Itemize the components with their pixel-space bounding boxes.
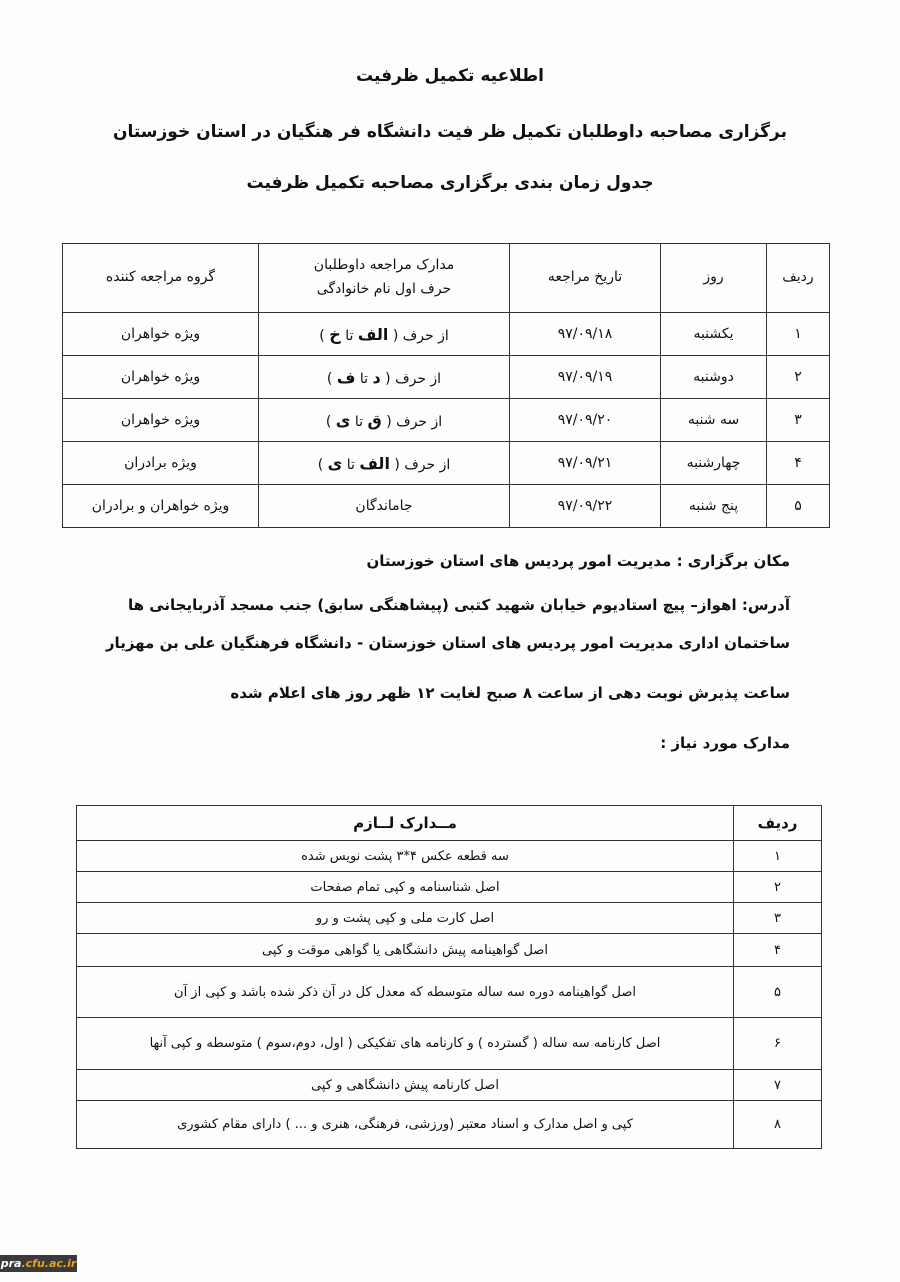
letters-to: ی <box>335 410 351 430</box>
table-row: ۴ اصل گواهینامه پیش دانشگاهی یا گواهی موق… <box>76 933 822 967</box>
table-row: ۱ یکشنبه ۹۷/۰۹/۱۸ از حرف ( الف تا خ ) ویژه … <box>62 312 830 356</box>
row-number: ۶ <box>733 1017 822 1070</box>
day-cell: چهارشنبه <box>660 441 767 485</box>
watermark-part1: pra <box>0 1257 22 1270</box>
letters-to: ی <box>327 453 343 473</box>
row-number: ۳ <box>766 398 830 442</box>
header-docs: مدارک مراجعه داوطلبان حرف اول نام خانوادگ… <box>258 243 510 313</box>
document-cell: اصل کارت ملی و کپی پشت و رو <box>76 902 734 934</box>
row-number: ۵ <box>766 484 830 528</box>
venue-text: مکان برگزاری : مدیریت امور پردیس های است… <box>366 552 790 570</box>
date-cell: ۹۷/۰۹/۲۰ <box>509 398 661 442</box>
letters-to-word: تا <box>359 370 369 387</box>
header-date: تاریخ مراجعه <box>509 243 661 313</box>
row-number: ۱ <box>733 840 822 872</box>
row-number: ۱ <box>766 312 830 356</box>
header-group: گروه مراجعه کننده <box>62 243 259 313</box>
header-day: روز <box>660 243 767 313</box>
header-docs-line1: مدارک مراجعه داوطلبان <box>313 257 455 274</box>
watermark-part2: .cfu.ac.ir <box>21 1257 77 1270</box>
date-cell: ۹۷/۰۹/۱۸ <box>509 312 661 356</box>
group-cell: ویژه برادران <box>62 441 259 485</box>
row-number: ۲ <box>733 871 822 903</box>
document-cell: اصل کارنامه پیش دانشگاهی و کپی <box>76 1069 734 1101</box>
header-docs-line2: حرف اول نام خانوادگی <box>316 281 452 297</box>
day-cell: یکشنبه <box>660 312 767 356</box>
letters-to: خ <box>329 324 341 344</box>
letters-to: ف <box>336 367 356 387</box>
row-number: ۴ <box>766 441 830 485</box>
table-row: ۷ اصل کارنامه پیش دانشگاهی و کپی <box>76 1069 822 1101</box>
header-row: ردیف <box>733 805 822 841</box>
table-row: ۳ اصل کارت ملی و کپی پشت و رو <box>76 902 822 934</box>
letters-to-word: تا <box>345 327 354 344</box>
letters-letters-prefix: از حرف ( <box>394 456 451 473</box>
page-title: اطلاعیه تکمیل ظرفیت <box>356 66 544 86</box>
letters-close: ) <box>319 327 325 344</box>
table-row: ۱ سه قطعه عکس ۴*۳ پشت نویس شده <box>76 840 822 872</box>
letters-cell: از حرف ( الف تا ی ) <box>258 441 510 485</box>
row-number: ۸ <box>733 1100 822 1149</box>
watermark-logo: pra.cfu.ac.ir <box>0 1255 77 1272</box>
letters-from: د <box>372 367 381 387</box>
document-cell: اصل گواهینامه دوره سه ساله متوسطه که معد… <box>76 966 734 1018</box>
document-cell: کپی و اصل مدارک و اسناد معتبر (ورزشی، فر… <box>76 1100 734 1149</box>
row-number: ۵ <box>733 966 822 1018</box>
date-cell: ۹۷/۰۹/۲۱ <box>509 441 661 485</box>
letters-letters-prefix: از حرف ( <box>392 327 449 344</box>
date-cell: ۹۷/۰۹/۱۹ <box>509 355 661 399</box>
day-cell: دوشنبه <box>660 355 767 399</box>
letters-to-word: تا <box>346 456 355 473</box>
group-cell: ویژه خواهران <box>62 312 259 356</box>
address-line-2: ساختمان اداری مدیریت امور پردیس های استا… <box>105 634 790 652</box>
table-row: ۴ چهارشنبه ۹۷/۰۹/۲۱ از حرف ( الف تا ی ) ویژ… <box>62 441 830 485</box>
subtitle: برگزاری مصاحبه داوطلبان تکمیل ظر فیت دان… <box>112 122 788 142</box>
day-cell: پنج شنبه <box>660 484 767 528</box>
table-row: ۳ سه شنبه ۹۷/۰۹/۲۰ از حرف ( ق تا ی ) ویژه خ… <box>62 398 830 442</box>
header-row: ردیف <box>766 243 830 313</box>
group-cell: ویژه خواهران و برادران <box>62 484 259 528</box>
letters-from: الف <box>357 324 389 344</box>
schedule-table: ردیف روز تاریخ مراجعه مدارک مراجعه داوطل… <box>62 243 830 528</box>
table-row: ۲ اصل شناسنامه و کپی تمام صفحات <box>76 871 822 903</box>
date-cell: ۹۷/۰۹/۲۲ <box>509 484 661 528</box>
document-cell: اصل شناسنامه و کپی تمام صفحات <box>76 871 734 903</box>
letters-close: ) <box>317 456 324 473</box>
letters-from: الف <box>359 453 390 473</box>
row-number: ۷ <box>733 1069 822 1101</box>
letters-cell: از حرف ( ق تا ی ) <box>258 398 510 442</box>
table-row: ۵ پنج شنبه ۹۷/۰۹/۲۲ جاماندگان ویژه خواهران و… <box>62 484 830 528</box>
documents-table: ردیف مــدارک لــازم ۱ سه قطعه عکس ۴*۳ پشت… <box>76 805 822 1149</box>
letters-close: ) <box>326 370 333 387</box>
hours-text: ساعت پذیرش نوبت دهی از ساعت ۸ صبح لغایت … <box>230 684 790 702</box>
schedule-title: جدول زمان بندی برگزاری مصاحبه تکمیل ظرفی… <box>246 173 654 193</box>
documents-label: مدارک مورد نیاز : <box>660 734 790 752</box>
header-docs: مــدارک لــازم <box>76 805 734 841</box>
address-line-1: آدرس: اهواز– پیچ استادیوم خیابان شهید کت… <box>127 596 790 614</box>
document-cell: سه قطعه عکس ۴*۳ پشت نویس شده <box>76 840 734 872</box>
row-number: ۲ <box>766 355 830 399</box>
group-cell: ویژه خواهران <box>62 398 259 442</box>
table-row: ۸ کپی و اصل مدارک و اسناد معتبر (ورزشی، ف… <box>76 1100 822 1149</box>
document-cell: اصل کارنامه سه ساله ( گسترده ) و کارنامه… <box>76 1017 734 1070</box>
letters-cell: از حرف ( الف تا خ ) <box>258 312 510 356</box>
letters-cell: از حرف ( د تا ف ) <box>258 355 510 399</box>
table-row: ۲ دوشنبه ۹۷/۰۹/۱۹ از حرف ( د تا ف ) ویژه خو… <box>62 355 830 399</box>
letters-letters-prefix: از حرف ( <box>385 370 442 387</box>
row-number: ۳ <box>733 902 822 934</box>
row-number: ۴ <box>733 933 822 967</box>
document-cell: اصل گواهینامه پیش دانشگاهی یا گواهی موقت… <box>76 933 734 967</box>
letters-cell: جاماندگان <box>258 484 510 528</box>
table-header-row: ردیف روز تاریخ مراجعه مدارک مراجعه داوطل… <box>62 243 830 313</box>
table-row: ۵ اصل گواهینامه دوره سه ساله متوسطه که مع… <box>76 966 822 1018</box>
letters-letters-prefix: از حرف ( <box>386 413 443 430</box>
letters-to-word: تا <box>354 413 364 430</box>
table-header-row: ردیف مــدارک لــازم <box>76 805 822 841</box>
letters-close: ) <box>325 413 332 430</box>
day-cell: سه شنبه <box>660 398 767 442</box>
letters-from: ق <box>367 410 382 430</box>
group-cell: ویژه خواهران <box>62 355 259 399</box>
table-row: ۶ اصل کارنامه سه ساله ( گسترده ) و کارنام… <box>76 1017 822 1070</box>
